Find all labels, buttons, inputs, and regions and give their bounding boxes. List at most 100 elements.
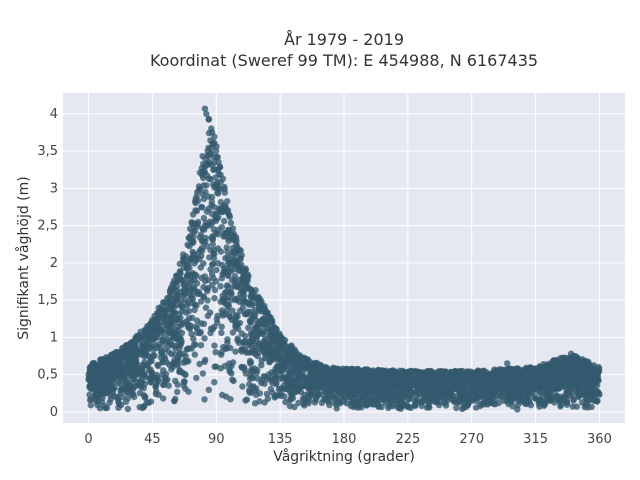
data-point bbox=[275, 347, 283, 354]
data-point bbox=[473, 371, 480, 378]
data-point bbox=[189, 269, 196, 277]
data-point bbox=[262, 351, 269, 358]
data-point bbox=[304, 391, 312, 399]
data-point bbox=[197, 298, 205, 305]
data-point bbox=[201, 358, 208, 365]
data-point bbox=[321, 371, 328, 379]
data-point bbox=[551, 357, 558, 364]
data-point bbox=[584, 378, 591, 385]
data-point bbox=[534, 387, 541, 394]
data-point bbox=[281, 348, 288, 355]
x-tick-label: 45 bbox=[144, 432, 161, 447]
data-point bbox=[201, 335, 208, 342]
data-point bbox=[508, 383, 516, 391]
data-point bbox=[154, 344, 161, 352]
x-axis-label: Vågriktning (grader) bbox=[273, 448, 415, 465]
data-point bbox=[145, 328, 152, 335]
data-point bbox=[570, 366, 577, 374]
data-point bbox=[472, 404, 480, 411]
data-point bbox=[239, 266, 246, 273]
data-point bbox=[200, 238, 207, 246]
data-point bbox=[174, 292, 182, 299]
data-point bbox=[197, 264, 204, 271]
data-point bbox=[193, 374, 200, 382]
data-point bbox=[463, 403, 470, 410]
data-point bbox=[432, 382, 439, 389]
data-point bbox=[324, 387, 331, 395]
data-point bbox=[247, 389, 255, 396]
data-point bbox=[398, 391, 405, 399]
data-point bbox=[242, 338, 249, 345]
data-point bbox=[201, 163, 209, 170]
data-point bbox=[249, 374, 257, 382]
data-point bbox=[97, 381, 105, 389]
data-point bbox=[104, 354, 111, 362]
data-point bbox=[205, 205, 212, 212]
data-point bbox=[199, 204, 206, 211]
data-point bbox=[453, 392, 460, 400]
data-point bbox=[556, 385, 563, 392]
data-point bbox=[494, 372, 501, 379]
data-point bbox=[211, 286, 219, 294]
data-point bbox=[185, 234, 192, 242]
data-point bbox=[235, 281, 242, 289]
data-point bbox=[200, 214, 208, 222]
data-point bbox=[186, 291, 194, 299]
data-point bbox=[215, 158, 222, 166]
data-point bbox=[246, 338, 254, 345]
data-points bbox=[85, 105, 603, 413]
data-point bbox=[485, 382, 493, 389]
data-point bbox=[516, 391, 523, 398]
data-point bbox=[192, 287, 199, 294]
chart-title-line2: Koordinat (Sweref 99 TM): E 454988, N 61… bbox=[150, 51, 538, 70]
data-point bbox=[212, 230, 220, 237]
data-point bbox=[182, 286, 189, 293]
data-point bbox=[192, 323, 199, 330]
data-point bbox=[251, 365, 258, 372]
data-point bbox=[182, 385, 189, 392]
data-point bbox=[223, 229, 231, 236]
data-point bbox=[352, 392, 359, 399]
data-point bbox=[232, 312, 240, 319]
data-point bbox=[94, 401, 101, 409]
data-point bbox=[377, 396, 384, 403]
data-point bbox=[222, 295, 229, 302]
data-point bbox=[355, 384, 362, 391]
data-point bbox=[508, 389, 515, 396]
data-point bbox=[529, 368, 536, 375]
data-point bbox=[146, 366, 153, 374]
data-point bbox=[228, 289, 235, 296]
data-point bbox=[365, 375, 372, 382]
data-point bbox=[222, 203, 229, 210]
data-point bbox=[207, 266, 214, 273]
data-point bbox=[129, 367, 136, 374]
data-point bbox=[221, 207, 229, 214]
data-point bbox=[574, 354, 581, 361]
data-point bbox=[237, 346, 245, 353]
data-point bbox=[115, 380, 122, 387]
data-point bbox=[217, 283, 224, 290]
data-point bbox=[230, 377, 237, 385]
data-point bbox=[124, 405, 132, 413]
data-point bbox=[550, 382, 557, 390]
data-point bbox=[523, 381, 530, 388]
data-point bbox=[197, 320, 205, 327]
data-point bbox=[584, 385, 592, 393]
data-point bbox=[236, 307, 244, 315]
data-point bbox=[277, 356, 284, 363]
data-point bbox=[94, 390, 101, 397]
data-point bbox=[455, 397, 463, 405]
data-point bbox=[272, 393, 279, 400]
data-point bbox=[86, 377, 94, 384]
data-point bbox=[232, 348, 239, 355]
data-point bbox=[474, 379, 481, 387]
data-point bbox=[405, 395, 412, 403]
data-point bbox=[188, 219, 195, 226]
data-point bbox=[196, 360, 203, 368]
data-point bbox=[218, 329, 225, 336]
x-tick-label: 360 bbox=[587, 432, 612, 447]
data-point bbox=[504, 360, 511, 367]
data-point bbox=[101, 373, 108, 380]
data-point bbox=[211, 342, 218, 349]
data-point bbox=[174, 336, 182, 343]
